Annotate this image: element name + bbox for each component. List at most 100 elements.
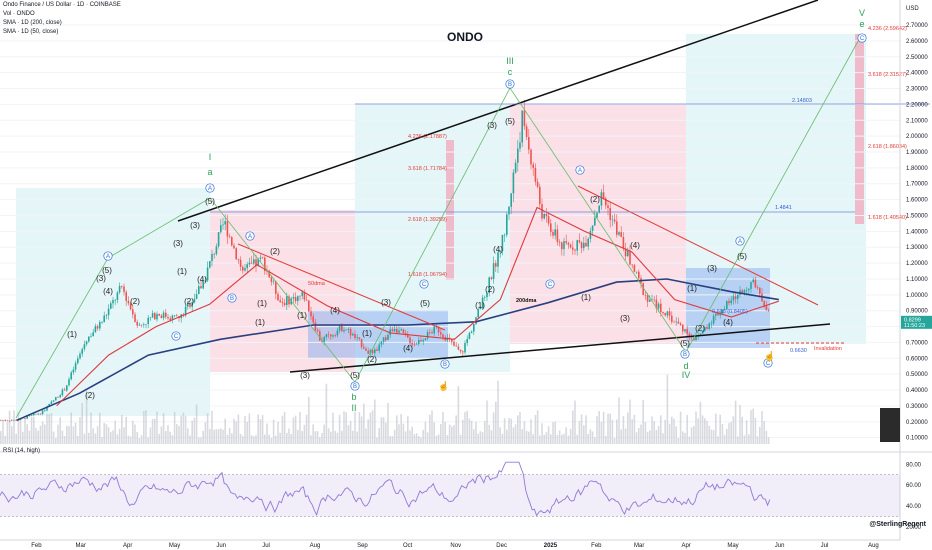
candle-body	[365, 348, 367, 351]
candle-body	[358, 337, 361, 339]
volume-bar	[484, 421, 486, 444]
ma200-label: 200dma	[516, 298, 537, 304]
volume-bar	[662, 433, 664, 444]
volume-bar	[737, 436, 739, 444]
volume-bar	[448, 424, 451, 444]
volume-bar	[607, 413, 609, 444]
candle-body	[310, 311, 312, 317]
volume-bar	[605, 436, 607, 444]
volume-bar	[22, 431, 24, 444]
candle-body	[539, 186, 541, 205]
volume-bar	[706, 420, 708, 444]
volume-bar	[154, 418, 156, 444]
candle-body	[393, 329, 396, 332]
time-tick-label: Aug	[310, 543, 321, 549]
volume-bar	[365, 428, 367, 444]
price-tick-label: 0.40000	[906, 388, 928, 394]
volume-bar	[17, 412, 20, 444]
candle-body	[292, 297, 295, 299]
candle-body	[655, 299, 658, 309]
price-tick-label: 0.90000	[906, 309, 928, 315]
volume-bar	[233, 418, 235, 444]
volume-bar	[277, 421, 279, 444]
volume-bar	[534, 415, 537, 444]
volume-bar	[169, 431, 171, 444]
time-tick-label: Jul	[821, 543, 829, 549]
volume-bar	[633, 414, 636, 444]
candle-body	[341, 325, 343, 332]
candle-body	[745, 290, 748, 291]
candle-body	[33, 413, 35, 416]
candle-body	[631, 264, 633, 266]
candle-body	[66, 385, 68, 391]
candle-body	[481, 297, 484, 308]
candle-body	[506, 214, 508, 235]
author-avatar	[880, 408, 900, 442]
wave-label-minor: (4)	[493, 245, 503, 254]
volume-bar	[81, 403, 83, 444]
candle-body	[204, 280, 207, 282]
rsi-pane: 20.00 40.00 60.00 80.00	[0, 451, 932, 531]
volume-bar	[248, 413, 251, 444]
chart-title: ONDO	[447, 30, 483, 44]
candle-body	[497, 252, 499, 267]
rsi-indicator-label[interactable]: RSI (14, high)	[3, 448, 41, 454]
volume-bar	[587, 433, 589, 444]
volume-bar	[457, 386, 460, 444]
author-credit: @SterlingRegent	[869, 521, 926, 528]
volume-bar	[52, 431, 55, 444]
candle-body	[594, 217, 596, 226]
volume-bar	[360, 416, 363, 444]
candle-body	[587, 238, 589, 247]
volume-bar	[303, 424, 306, 444]
volume-bar	[193, 417, 196, 444]
wave-circle-marker	[505, 79, 515, 89]
symbol-line[interactable]: Ondo Finance / US Dollar · 1D · COINBASE	[3, 2, 121, 8]
volume-bar	[349, 420, 352, 444]
candle-body	[334, 335, 336, 336]
rsi-band	[0, 474, 900, 517]
rsi-tick-label: 60.00	[906, 483, 922, 489]
volume-bar	[259, 419, 262, 444]
volume-bar	[673, 418, 675, 444]
volume-bar	[275, 435, 277, 444]
wave-label-minor: (1)	[362, 329, 372, 338]
volume-bar	[728, 423, 730, 444]
volume-bar	[46, 413, 48, 444]
volume-bar	[734, 400, 737, 444]
volume-bar	[138, 437, 141, 444]
candle-body	[721, 309, 724, 314]
candle-body	[514, 162, 517, 173]
candle-body	[743, 290, 746, 294]
time-axis[interactable]: Feb Mar Apr May Jun Jul Aug Sep Oct Nov Dec 2025 Feb…	[0, 539, 900, 549]
wave-label-minor: (1)	[581, 293, 591, 302]
wave-label-minor: (1)	[297, 311, 307, 320]
volume-bar	[143, 411, 145, 444]
price-axis[interactable]: USD 0.10000 0.20000 0.30000 0.40000 0.50000 0.…	[880, 0, 932, 540]
wave-label-minor: (4)	[723, 318, 733, 327]
volume-bar	[321, 433, 323, 444]
candle-body	[695, 336, 697, 341]
price-tick-label: 1.30000	[906, 245, 928, 251]
volume-bar	[488, 424, 490, 444]
wave-circle-label: C	[860, 36, 865, 42]
lower-channel-line	[289, 323, 831, 373]
volume-indicator-label[interactable]: Vol · ONDO	[3, 11, 35, 17]
volume-bar	[640, 424, 642, 444]
volume-bar	[235, 421, 237, 444]
candle-body	[653, 299, 655, 301]
volume-bar	[545, 432, 548, 444]
volume-bar	[435, 435, 438, 444]
candle-body	[675, 321, 677, 323]
wave-circle-label: B	[353, 384, 357, 390]
volume-bar	[83, 433, 86, 444]
volume-bar	[136, 431, 138, 444]
candle-body	[101, 322, 103, 323]
sma200-indicator-label[interactable]: SMA · 1D (200, close)	[3, 20, 62, 26]
candle-body	[143, 324, 145, 326]
candle-body	[457, 346, 460, 350]
candle-body	[464, 343, 466, 353]
sma50-indicator-label[interactable]: SMA · 1D (50, close)	[3, 29, 59, 35]
volume-bar	[646, 431, 649, 444]
